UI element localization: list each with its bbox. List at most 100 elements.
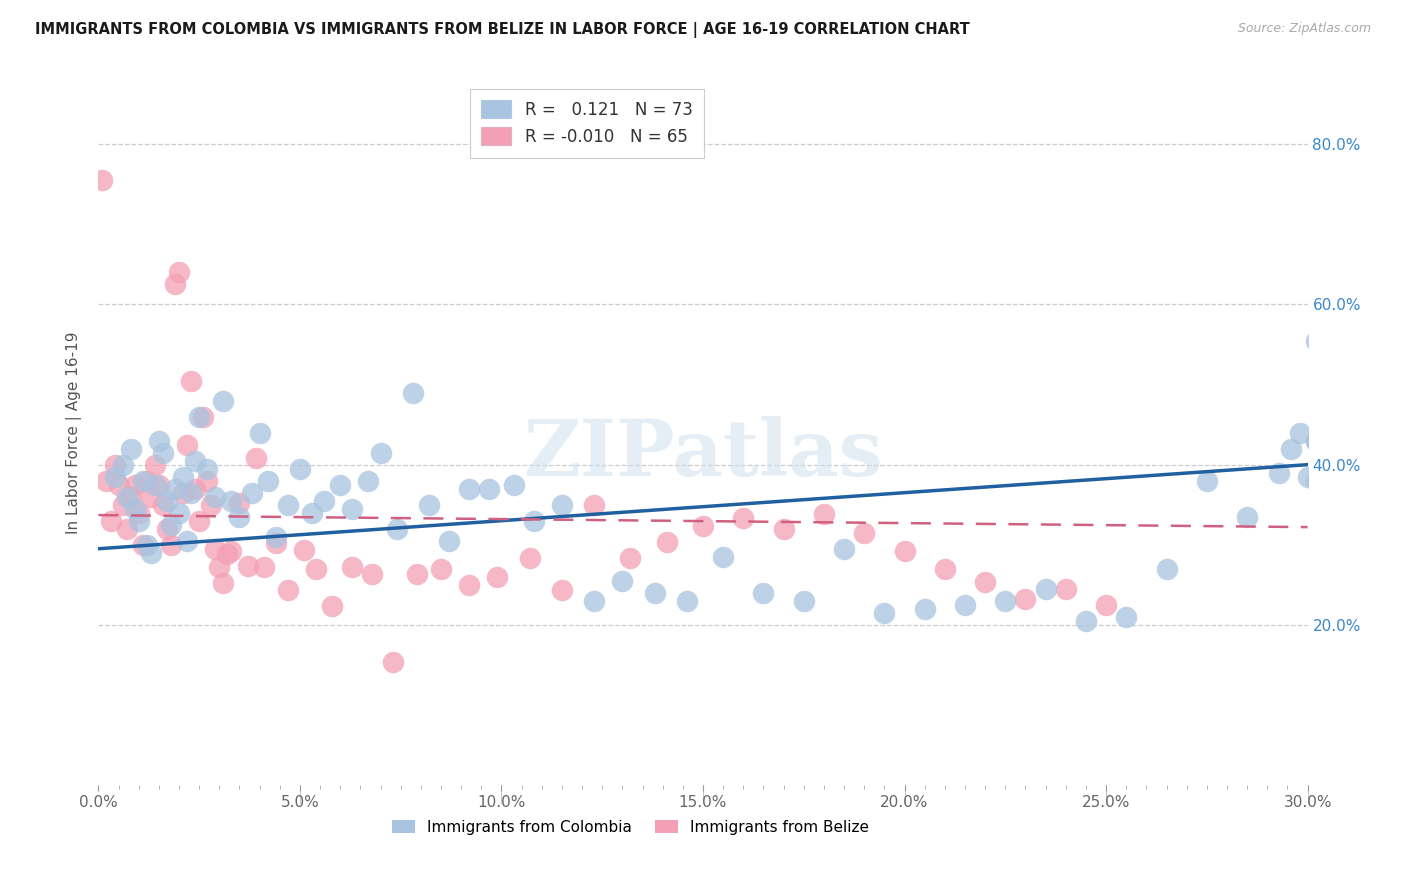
Point	[813, 508, 835, 522]
Point	[120, 442, 142, 456]
Point	[152, 445, 174, 459]
Point	[180, 374, 202, 388]
Point	[551, 498, 574, 512]
Point	[1268, 466, 1291, 480]
Point	[128, 514, 150, 528]
Point	[301, 506, 323, 520]
Point	[437, 533, 460, 548]
Point	[1156, 562, 1178, 576]
Point	[217, 547, 239, 561]
Point	[458, 578, 481, 592]
Point	[240, 485, 263, 500]
Point	[115, 490, 138, 504]
Point	[381, 656, 404, 670]
Point	[305, 562, 328, 576]
Point	[195, 461, 218, 475]
Point	[676, 594, 699, 608]
Point	[132, 538, 155, 552]
Point	[692, 519, 714, 533]
Point	[342, 501, 364, 516]
Point	[143, 477, 166, 491]
Point	[523, 514, 546, 528]
Point	[873, 606, 896, 620]
Point	[124, 477, 146, 491]
Point	[793, 594, 815, 608]
Point	[402, 385, 425, 400]
Point	[370, 445, 392, 459]
Point	[167, 506, 190, 520]
Point	[292, 543, 315, 558]
Point	[619, 551, 641, 566]
Point	[288, 461, 311, 475]
Point	[135, 538, 157, 552]
Point	[111, 458, 134, 472]
Point	[321, 599, 343, 614]
Point	[176, 437, 198, 451]
Point	[1195, 474, 1218, 488]
Point	[264, 530, 287, 544]
Point	[486, 570, 509, 584]
Point	[1305, 434, 1327, 448]
Point	[418, 498, 440, 512]
Y-axis label: In Labor Force | Age 16-19: In Labor Force | Age 16-19	[66, 331, 83, 534]
Point	[551, 583, 574, 598]
Point	[772, 522, 794, 536]
Point	[163, 277, 186, 292]
Point	[172, 469, 194, 483]
Point	[430, 562, 453, 576]
Point	[1095, 598, 1118, 612]
Point	[458, 482, 481, 496]
Point	[832, 541, 855, 556]
Text: ZIPatlas: ZIPatlas	[523, 416, 883, 491]
Point	[385, 522, 408, 536]
Point	[405, 567, 427, 582]
Point	[195, 474, 218, 488]
Point	[644, 586, 666, 600]
Point	[160, 517, 183, 532]
Point	[200, 498, 222, 512]
Point	[236, 559, 259, 574]
Point	[188, 409, 211, 424]
Point	[120, 490, 142, 504]
Point	[152, 498, 174, 512]
Point	[953, 598, 976, 612]
Point	[176, 533, 198, 548]
Point	[156, 493, 179, 508]
Point	[204, 541, 226, 556]
Point	[184, 482, 207, 496]
Point	[124, 501, 146, 516]
Point	[221, 544, 243, 558]
Point	[228, 496, 250, 510]
Point	[256, 474, 278, 488]
Point	[163, 482, 186, 496]
Point	[107, 477, 129, 491]
Point	[914, 601, 936, 615]
Point	[96, 474, 118, 488]
Point	[583, 498, 606, 512]
Point	[893, 544, 915, 558]
Point	[329, 477, 352, 491]
Point	[228, 509, 250, 524]
Point	[502, 477, 524, 491]
Legend: Immigrants from Colombia, Immigrants from Belize: Immigrants from Colombia, Immigrants fro…	[385, 814, 875, 841]
Point	[934, 562, 956, 576]
Point	[1305, 474, 1327, 488]
Point	[115, 522, 138, 536]
Point	[655, 535, 678, 549]
Point	[208, 560, 231, 574]
Point	[711, 549, 734, 564]
Point	[188, 514, 211, 528]
Point	[156, 522, 179, 536]
Point	[1074, 614, 1097, 628]
Point	[1035, 582, 1057, 596]
Point	[519, 551, 541, 566]
Point	[143, 458, 166, 472]
Point	[853, 525, 876, 540]
Text: Source: ZipAtlas.com: Source: ZipAtlas.com	[1237, 22, 1371, 36]
Point	[1281, 442, 1303, 456]
Point	[342, 560, 364, 574]
Point	[100, 514, 122, 528]
Point	[167, 265, 190, 279]
Point	[1115, 609, 1137, 624]
Point	[103, 458, 125, 472]
